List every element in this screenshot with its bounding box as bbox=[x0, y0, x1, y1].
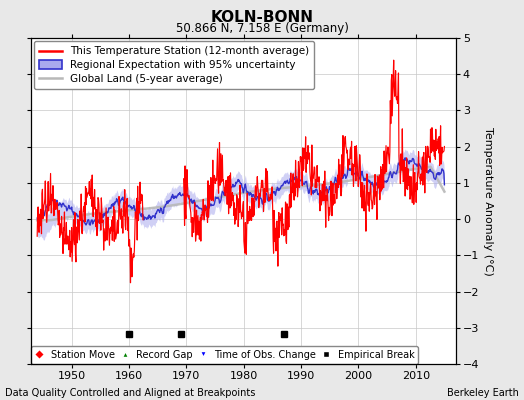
Text: KOLN-BONN: KOLN-BONN bbox=[211, 10, 313, 25]
Text: Berkeley Earth: Berkeley Earth bbox=[447, 388, 519, 398]
Text: 50.866 N, 7.158 E (Germany): 50.866 N, 7.158 E (Germany) bbox=[176, 22, 348, 35]
Text: Data Quality Controlled and Aligned at Breakpoints: Data Quality Controlled and Aligned at B… bbox=[5, 388, 256, 398]
Y-axis label: Temperature Anomaly (°C): Temperature Anomaly (°C) bbox=[484, 127, 494, 275]
Legend: Station Move, Record Gap, Time of Obs. Change, Empirical Break: Station Move, Record Gap, Time of Obs. C… bbox=[31, 346, 418, 364]
